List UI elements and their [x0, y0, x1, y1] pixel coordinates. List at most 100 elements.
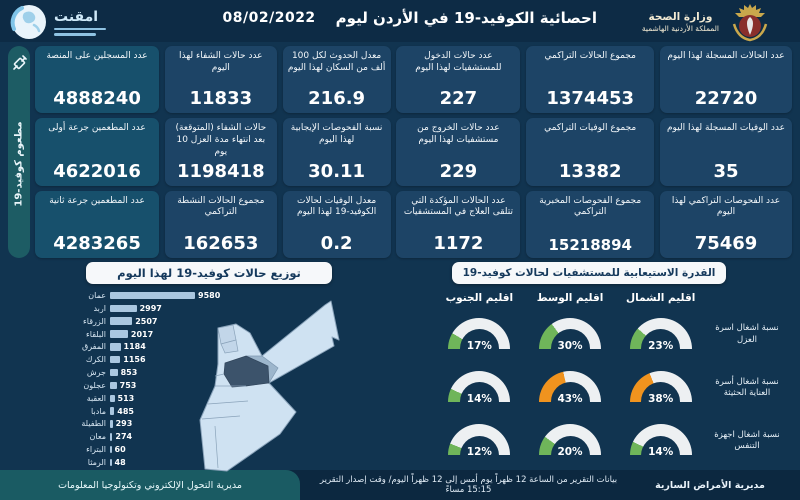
- bar-category-label: مادبا: [91, 406, 106, 416]
- bar: [110, 368, 118, 377]
- gauge-value: 20%: [557, 446, 583, 459]
- bar: [110, 433, 113, 441]
- stat-card: مجموع الحالات التراكمي 1374453: [526, 46, 655, 114]
- stat-card-label: عدد الحالات المسجلة لهذا اليوم: [667, 51, 785, 61]
- ministry-logo: وزارة الصحة المملكة الأردنية الهاشمية: [642, 2, 774, 42]
- ministry-name: وزارة الصحة: [648, 10, 713, 23]
- bar: [110, 317, 133, 325]
- bar-category-label: العقبة: [86, 393, 106, 403]
- stat-card-label: عدد الوفيات المسجلة لهذا اليوم: [666, 123, 786, 134]
- stat-card-value: 4622016: [53, 160, 141, 182]
- stat-card: مجموع الفحوصات المخبرية التراكمي 15218894: [526, 190, 655, 258]
- stat-card-label: عدد حالات الخروج من مستشفيات لهذا اليوم: [417, 123, 500, 146]
- gauge-hole: [641, 382, 681, 405]
- gauge-cell: 17%: [448, 317, 511, 352]
- bar-category-label: الرمثا: [87, 457, 106, 467]
- stat-card-value: 162653: [183, 232, 259, 254]
- gauge: 23%: [629, 317, 692, 352]
- bar: [110, 304, 137, 313]
- bar-category-label: الكرك: [85, 355, 106, 365]
- bar-row: العقبة 513: [56, 393, 306, 404]
- stat-card: معدل الحدوث لكل 100 ألف من السكان لهذا ا…: [282, 46, 391, 114]
- region-header: اقليم الوسط: [536, 292, 604, 304]
- stat-card-value: 13382: [558, 160, 622, 182]
- bar-row: الطفيلة 293: [56, 418, 306, 429]
- gauge: 30%: [539, 317, 602, 352]
- bar-category-label: الزرقاء: [83, 316, 106, 326]
- bar-value: 1156: [123, 355, 146, 365]
- gauge-row-label: نسبة اشغال أسرة العناية الحثيثة: [715, 376, 779, 398]
- stats-column: مجموع الحالات التراكمي 1374453 مجموع الوفي…: [526, 46, 655, 258]
- stat-card-label: نسبة الفحوصات الإيجابية لهذا اليوم: [290, 123, 383, 146]
- jordan-crest-icon: [732, 4, 768, 42]
- gauge-row-label: نسبة اشغال اسرة العزل: [715, 323, 779, 345]
- gauge-hole: [641, 329, 681, 352]
- gauge: 20%: [539, 424, 602, 459]
- stat-card-value: 22720: [694, 88, 758, 110]
- bar-category-label: عمان: [88, 291, 106, 300]
- bar-row: الكرك 1156: [56, 354, 306, 365]
- bar-row: مادبا 485: [56, 406, 306, 417]
- stat-card-value: 0.2: [320, 232, 353, 254]
- bar-category-label: الطفيلة: [81, 419, 106, 429]
- stat-card: عدد حالات الشفاء لهذا اليوم 11833: [164, 46, 277, 114]
- stats-column: عدد حالات الدخول للمستشفيات لهذا اليوم 22…: [396, 46, 521, 258]
- ministry-kingdom: المملكة الأردنية الهاشمية: [641, 24, 719, 34]
- stat-card: عدد المطعمين جرعة ثانية 4283265: [35, 190, 160, 258]
- footer-directorate-diseases: مديرية الأمراض السارية: [655, 479, 765, 491]
- bar-row: البلقاء 2017: [56, 329, 306, 340]
- map-inner-borders: [201, 373, 249, 469]
- gauge-hole: [550, 435, 590, 459]
- stat-card-label: عدد المطعمين جرعة ثانية: [49, 195, 145, 206]
- footer-directorate-it: مديرية التحول الإلكتروني وتكنولوجيا المع…: [0, 470, 300, 500]
- stat-card-value: 11833: [189, 88, 253, 110]
- gauge-value: 12%: [466, 446, 492, 459]
- bar-row: عمان 9580: [56, 290, 306, 301]
- bar: [110, 407, 115, 415]
- bar-row: الرمثا 48: [56, 457, 306, 468]
- stat-card-value: 35: [713, 160, 739, 182]
- bar-row: اربد 2997: [56, 303, 306, 314]
- stat-card-value: 216.9: [308, 88, 366, 110]
- stat-card-value: 15218894: [548, 235, 632, 254]
- gauge-cell: 38%: [629, 370, 692, 405]
- gauge-hole: [641, 435, 681, 459]
- gauge: 17%: [448, 317, 511, 352]
- logo-subtitle-line: [54, 33, 96, 36]
- bar-row: المفرق 1184: [56, 341, 306, 352]
- gauge-cell: 23%: [629, 317, 692, 352]
- bar: [110, 291, 195, 300]
- gauge-cell: 20%: [539, 424, 602, 459]
- bar-value: 753: [119, 380, 137, 390]
- stat-card: مجموع الوفيات التراكمي 13382: [526, 118, 655, 186]
- stat-card-value: 30.11: [308, 160, 366, 182]
- map-region-jerash: [220, 339, 239, 354]
- gauge-value: 43%: [557, 392, 583, 405]
- bar-value: 2017: [130, 329, 154, 339]
- stat-card-label: عدد الحالات المؤكدة التي تتلقى العلاج في…: [403, 195, 513, 218]
- stat-card-value: 4888240: [53, 88, 141, 110]
- bar-category-label: البلقاء: [86, 329, 106, 339]
- stat-card-label: مجموع الحالات التراكمي: [544, 51, 636, 61]
- stat-card-value: 4283265: [53, 232, 141, 254]
- vaccination-column: عدد المسجلين على المنصة 4888240 عدد المطعم…: [8, 46, 160, 258]
- stat-card: عدد الفحوصات التراكمي لهذا اليوم 75469: [660, 190, 792, 258]
- stat-card: حالات الشفاء (المتوقعة) بعد انتهاء مدة ا…: [164, 118, 277, 186]
- gauge-value: 30%: [557, 339, 583, 352]
- stat-card-label: حالات الشفاء (المتوقعة) بعد انتهاء مدة ا…: [175, 123, 267, 157]
- bar-value: 48: [114, 457, 126, 467]
- region-header: اقليم الشمال: [626, 292, 696, 304]
- gauge: 38%: [629, 370, 692, 405]
- bar-value: 2507: [135, 316, 158, 326]
- bar: [110, 355, 121, 364]
- stat-card: مجموع الحالات النشطة التراكمي 162653: [164, 190, 277, 258]
- gauge-cell: 43%: [539, 370, 602, 405]
- bar-row: معان 274: [56, 431, 306, 442]
- bar-value: 513: [117, 393, 135, 403]
- stat-card-label: مجموع الفحوصات المخبرية التراكمي: [539, 195, 642, 218]
- gauge-hole: [550, 329, 590, 352]
- stats-column: عدد الحالات المسجلة لهذا اليوم 22720 عدد ا…: [660, 46, 792, 258]
- jordan-map: [199, 300, 340, 472]
- stat-card-value: 229: [439, 160, 478, 182]
- gauge: 43%: [539, 370, 602, 405]
